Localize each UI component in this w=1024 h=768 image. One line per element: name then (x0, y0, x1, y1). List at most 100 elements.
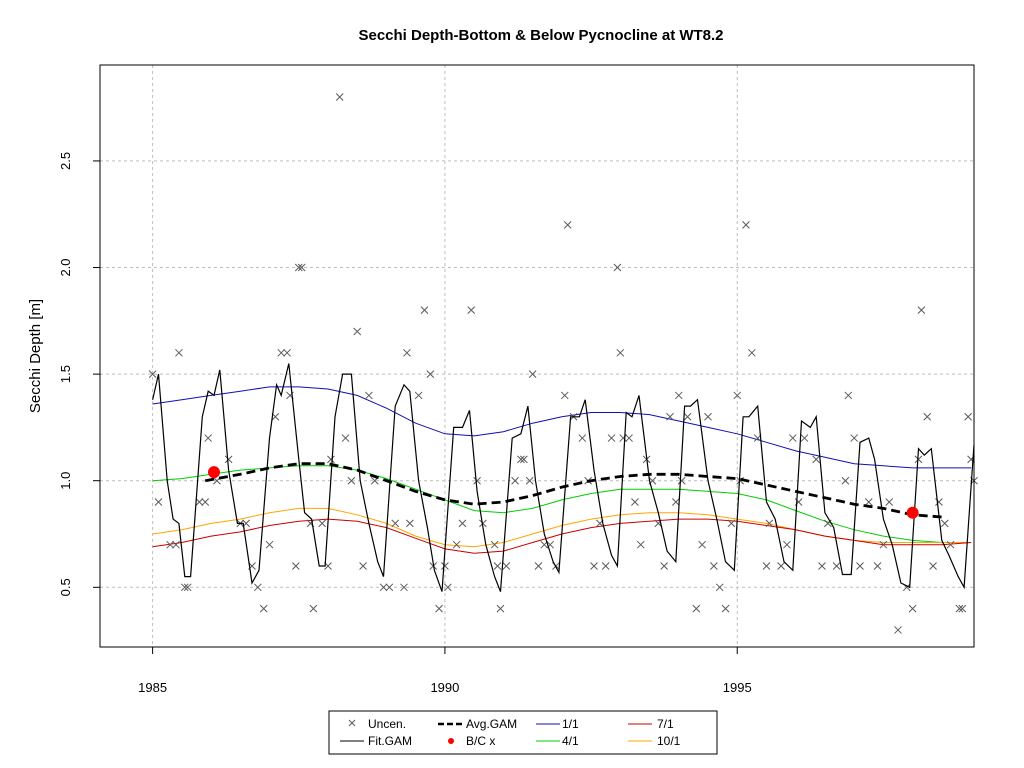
observation-point (291, 562, 300, 570)
observation-point (812, 455, 821, 464)
observation-point (502, 562, 511, 570)
observation-point (590, 562, 598, 570)
observation-point (283, 348, 291, 357)
observation-point (894, 626, 902, 634)
observation-point (154, 498, 163, 506)
legend-symbol-bc-x (448, 738, 454, 744)
observation-point (709, 562, 718, 570)
observation-point (259, 604, 268, 613)
observation-point (175, 348, 183, 357)
observation-point (692, 604, 701, 613)
series-layer (148, 93, 978, 634)
observation-point (715, 583, 724, 592)
observation-point (359, 562, 367, 570)
observation-point (180, 583, 189, 592)
observation-point (742, 221, 750, 229)
observation-point (964, 412, 973, 421)
observation-point (148, 370, 157, 378)
observation-point (201, 498, 210, 506)
observation-point (385, 583, 394, 592)
observation-point (727, 519, 736, 528)
avg-gam-line (204, 462, 942, 519)
x-tick-label: 1995 (723, 680, 752, 695)
observation-point (511, 476, 519, 485)
observation-point (674, 391, 683, 400)
legend-item-4-1: 4/1 (536, 734, 579, 748)
observation-point (733, 391, 742, 400)
observation-point (490, 540, 499, 549)
observation-point (850, 434, 859, 442)
observation-point (400, 583, 408, 592)
observation-point (493, 562, 502, 570)
observation-point (704, 412, 712, 421)
legend-item-bc-x: B/C x (448, 734, 495, 748)
fit-gam-line (152, 363, 975, 592)
y-tick-label: 0.5 (58, 578, 73, 596)
legend-item-uncen: Uncen. (348, 717, 406, 731)
observation-point (929, 562, 937, 570)
observation-point (426, 370, 435, 378)
observation-point (443, 583, 452, 592)
observation-point (297, 263, 306, 272)
observation-point (519, 455, 528, 464)
observation-point (677, 476, 686, 485)
observation-point (671, 498, 680, 506)
observation-point (224, 455, 233, 464)
observation-point (788, 434, 797, 442)
observation-point (955, 604, 964, 613)
observation-point (560, 391, 569, 400)
observation-point (467, 306, 476, 315)
observation-point (365, 391, 373, 400)
observation-point (619, 434, 628, 442)
observation-point (660, 562, 669, 570)
y-tick-label: 1.5 (58, 365, 73, 383)
bc-point (208, 466, 220, 479)
observation-point (762, 562, 771, 570)
observation-point (347, 476, 356, 485)
observation-point (391, 519, 400, 528)
observation-point (923, 412, 932, 421)
legend: Uncen. Fit.GAM Avg.GAM B/C x 1/1 4/1 7/1 (328, 710, 718, 755)
observation-point (528, 370, 537, 378)
observation-point (172, 540, 180, 549)
legend-label-10-1: 10/1 (657, 734, 681, 748)
observation-point (414, 391, 423, 400)
observation-point (879, 540, 888, 549)
observation-point (473, 476, 481, 485)
observation-point (327, 455, 335, 464)
legend-item-10-1: 10/1 (628, 734, 681, 748)
grid (100, 65, 974, 647)
x-tick-label: 1990 (430, 680, 459, 695)
series-1-1-line (152, 386, 972, 469)
observation-point (765, 519, 774, 528)
observation-point (777, 562, 785, 570)
observation-point (625, 434, 633, 442)
observation-point (844, 391, 853, 400)
observation-point (379, 583, 388, 592)
observation-point (277, 348, 286, 357)
observation-point (940, 519, 949, 528)
observation-point (935, 498, 943, 506)
observation-point (613, 263, 622, 272)
bc-point (906, 506, 919, 519)
legend-item-1-1: 1/1 (536, 717, 579, 731)
observation-point (946, 540, 955, 549)
observation-point (265, 540, 274, 549)
observation-point (496, 604, 505, 613)
observation-point (636, 540, 645, 549)
observation-point (873, 562, 882, 570)
observation-point (917, 306, 926, 315)
legend-item-fit-gam: Fit.GAM (340, 734, 412, 748)
plot-frame (99, 64, 975, 648)
observation-point (435, 604, 443, 613)
observation-point (204, 434, 213, 442)
observation-point (841, 476, 850, 485)
observation-point (864, 498, 873, 506)
observation-point (452, 540, 461, 549)
observation-point (800, 434, 809, 442)
observation-point (908, 604, 917, 613)
observation-point (666, 412, 674, 421)
legend-item-avg-gam: Avg.GAM (438, 717, 517, 731)
y-tick-label: 2.5 (58, 152, 73, 170)
